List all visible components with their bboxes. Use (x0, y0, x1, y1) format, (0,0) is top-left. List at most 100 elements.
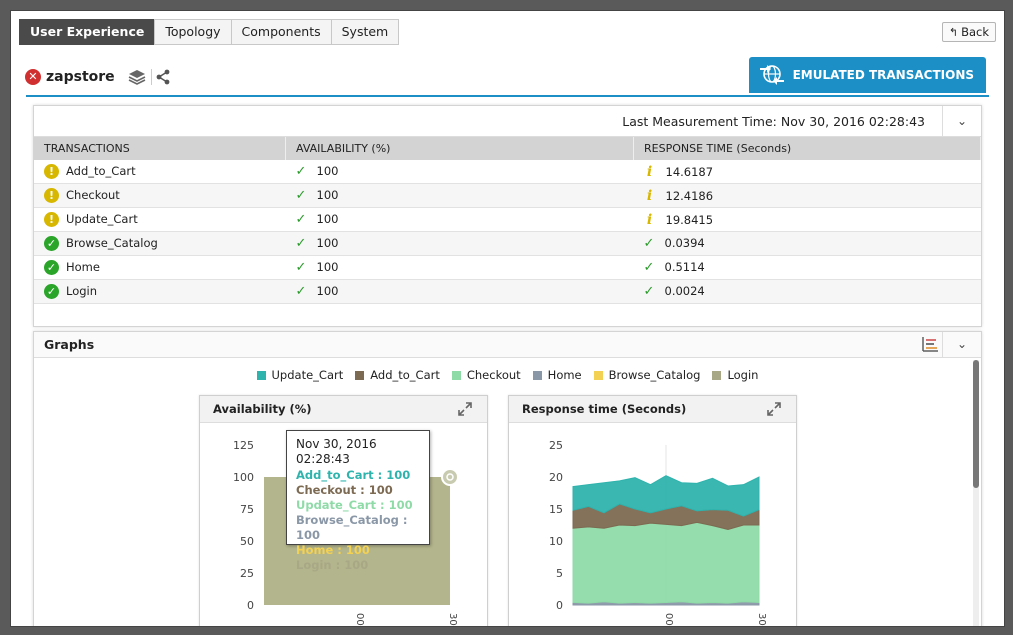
header-response-time[interactable]: RESPONSE TIME (Seconds) (633, 137, 981, 160)
tooltip-row: Home : 100 (296, 543, 370, 557)
back-button[interactable]: ↰ Back (941, 22, 996, 42)
legend-filter-icon[interactable] (921, 336, 939, 352)
availability-cell: ✓ 100 (285, 207, 634, 232)
legend-swatch (451, 370, 461, 380)
series-area-checkout[interactable] (572, 521, 760, 604)
transaction-cell[interactable]: ✓ Home (34, 255, 286, 280)
tab-system[interactable]: System (330, 19, 400, 45)
availability-value: 100 (316, 260, 339, 274)
availability-cell: ✓ 100 (285, 183, 634, 208)
share-icon[interactable] (154, 68, 172, 86)
expand-icon[interactable] (766, 401, 782, 417)
transaction-cell[interactable]: ✓ Login (34, 279, 286, 304)
graphs-title: Graphs (44, 337, 95, 352)
table-row[interactable]: ✓ Login ✓ 100 ✓ 0.0024 (34, 279, 981, 304)
response-value: 0.5114 (664, 260, 705, 274)
checkmark-icon: ✓ (295, 212, 307, 227)
checkmark-icon: ✓ (643, 284, 655, 299)
transaction-cell[interactable]: ! Checkout (34, 183, 286, 208)
chevron-down-icon[interactable]: ⌄ (942, 332, 981, 357)
availability-chart: Availability (%) 125 100 75 50 25 0 00 30 Nov 3… (199, 395, 488, 626)
legend-swatch (593, 370, 603, 380)
expand-icon[interactable] (457, 401, 473, 417)
hover-marker-dot (446, 473, 454, 481)
legend-item[interactable]: Update_Cart (256, 368, 344, 382)
response-cell: i 19.8415 (633, 207, 981, 232)
checkmark-icon: ✓ (643, 260, 655, 275)
back-label: Back (961, 25, 989, 39)
transaction-cell[interactable]: ! Update_Cart (34, 207, 286, 232)
response-value: 19.8415 (665, 212, 714, 227)
tab-topology[interactable]: Topology (154, 19, 232, 45)
graphs-legend: Update_Cart Add_to_Cart Checkout Home Browse… (34, 368, 981, 383)
header-availability[interactable]: AVAILABILITY (%) (285, 137, 634, 160)
emulated-transactions-tab[interactable]: EMULATED TRANSACTIONS (748, 57, 986, 93)
legend-swatch (532, 370, 542, 380)
availability-chart-title: Availability (%) (213, 402, 312, 416)
scrollbar-thumb[interactable] (973, 360, 979, 488)
chevron-down-icon[interactable]: ⌄ (942, 106, 981, 136)
measurement-bar: Last Measurement Time: Nov 30, 2016 02:2… (34, 106, 981, 137)
legend-item[interactable]: Add_to_Cart (355, 368, 440, 382)
layers-icon[interactable] (127, 68, 147, 86)
tab-user-experience[interactable]: User Experience (19, 19, 156, 45)
y-tick-label: 75 (240, 503, 254, 516)
availability-cell: ✓ 100 (285, 279, 634, 304)
table-row[interactable]: ✓ Browse_Catalog ✓ 100 ✓ 0.0394 (34, 231, 981, 256)
y-tick-label: 0 (247, 599, 254, 612)
vertical-scrollbar[interactable] (973, 360, 979, 626)
tooltip-row: Update_Cart : 100 (296, 498, 413, 512)
checkmark-icon: ✓ (643, 236, 655, 251)
response-time-chart-title: Response time (Seconds) (522, 402, 687, 416)
y-tick-label: 25 (240, 567, 254, 580)
warning-icon: ! (44, 212, 59, 227)
transaction-cell[interactable]: ! Add_to_Cart (34, 160, 286, 184)
x-tick-label: 00 (663, 613, 674, 626)
response-value: 0.0394 (664, 236, 705, 250)
last-measurement-time: Last Measurement Time: Nov 30, 2016 02:2… (622, 114, 925, 129)
chart-tooltip: Nov 30, 2016 02:28:43 Add_to_Cart : 100 C… (286, 430, 430, 572)
series-area-update-cart[interactable] (572, 475, 760, 517)
transactions-table: TRANSACTIONS AVAILABILITY (%) RESPONSE T… (34, 137, 981, 304)
transaction-name: Login (66, 284, 98, 298)
graphs-panel: Graphs ⌄ Update_Cart Add_to_Cart Checkout H… (33, 331, 982, 627)
tab-components[interactable]: Components (230, 19, 332, 45)
transaction-name: Add_to_Cart (66, 164, 136, 178)
checkmark-icon: ✓ (295, 164, 307, 179)
availability-value: 100 (316, 284, 339, 298)
legend-swatch (355, 370, 365, 380)
ok-check-icon: ✓ (44, 236, 59, 251)
legend-item[interactable]: Home (532, 368, 582, 382)
response-value: 14.6187 (665, 164, 714, 179)
response-cell: i 12.4186 (633, 183, 981, 208)
y-tick-label: 125 (233, 439, 254, 452)
availability-value: 100 (316, 188, 339, 202)
response-cell: ✓ 0.0394 (633, 231, 981, 256)
header-transactions[interactable]: TRANSACTIONS (34, 137, 286, 160)
tooltip-time: Nov 30, 2016 02:28:43 (296, 437, 377, 466)
y-tick-label: 100 (233, 471, 254, 484)
legend-item[interactable]: Browse_Catalog (593, 368, 700, 382)
warning-icon: ! (44, 164, 59, 179)
app-window: User Experience Topology Components Syst… (10, 10, 1005, 627)
error-icon: ✕ (25, 69, 41, 85)
table-header-row: TRANSACTIONS AVAILABILITY (%) RESPONSE T… (34, 137, 981, 160)
legend-label: Add_to_Cart (370, 368, 440, 382)
legend-item[interactable]: Login (712, 368, 758, 382)
table-row[interactable]: ! Add_to_Cart ✓ 100 i 14.6187 (34, 160, 981, 184)
tooltip-row: Login : 100 (296, 558, 369, 572)
x-tick-label: 30 (447, 613, 458, 626)
table-row[interactable]: ! Checkout ✓ 100 i 12.4186 (34, 183, 981, 208)
transaction-cell[interactable]: ✓ Browse_Catalog (34, 231, 286, 256)
availability-chart-header: Availability (%) (200, 396, 487, 423)
legend-label: Update_Cart (271, 368, 344, 382)
legend-item[interactable]: Checkout (451, 368, 521, 382)
graphs-header: Graphs ⌄ (34, 332, 981, 358)
component-header: ✕ zapstore (25, 65, 172, 89)
availability-value: 100 (316, 212, 339, 226)
response-time-chart: Response time (Seconds) 25 20 15 10 5 0 00 30 (508, 395, 797, 627)
table-row[interactable]: ! Update_Cart ✓ 100 i 19.8415 (34, 207, 981, 232)
table-row[interactable]: ✓ Home ✓ 100 ✓ 0.5114 (34, 255, 981, 280)
header-rule (26, 95, 989, 97)
